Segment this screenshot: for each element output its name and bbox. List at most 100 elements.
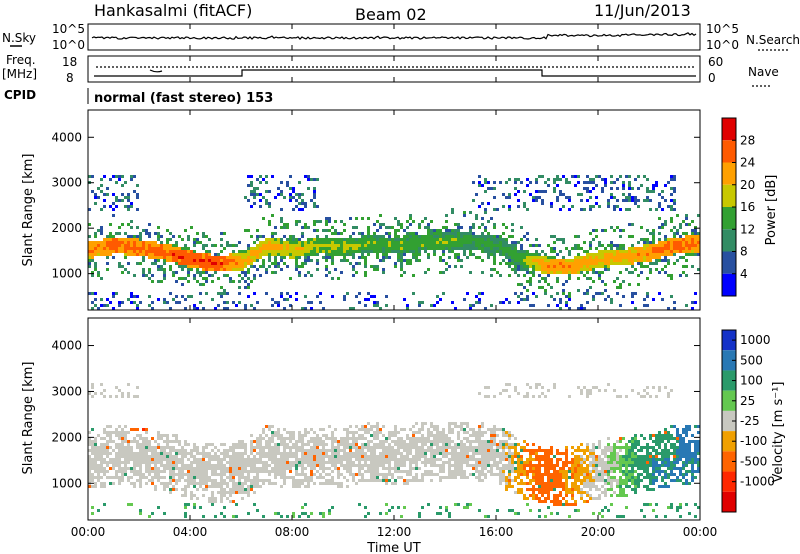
power-cell [448,241,451,244]
power-cell [430,241,433,244]
power-cell [343,247,346,250]
power-cell [511,241,514,244]
power-cell [661,250,664,253]
velocity-cell [205,446,208,449]
velocity-cell [274,476,277,479]
power-cell [433,229,436,232]
velocity-cell [382,467,385,470]
velocity-cell [478,434,481,437]
velocity-cell [295,443,298,446]
velocity-cell [502,464,505,467]
velocity-cell [274,458,277,461]
power-cell [553,187,556,190]
power-cell [265,244,268,247]
power-cell [505,262,508,265]
velocity-cell [424,470,427,473]
power-cell [220,238,223,241]
power-cell [394,244,397,247]
power-cell [523,268,526,271]
velocity-cell [517,482,520,485]
velocity-cell [319,458,322,461]
power-cell [286,223,289,226]
velocity-cell [211,500,214,503]
velocity-cell [337,452,340,455]
power-cell [307,259,310,262]
velocity-cell [433,452,436,455]
power-cell [355,271,358,274]
power-cell [163,262,166,265]
power-cell [232,259,235,262]
velocity-cell [121,479,124,482]
power-cell [175,247,178,250]
velocity-cell [157,470,160,473]
velocity-cell [331,476,334,479]
velocity-cell [490,437,493,440]
power-cell [679,226,682,229]
power-cell [529,265,532,268]
power-cell [595,259,598,262]
velocity-cell [136,461,139,464]
velocity-cell [520,458,523,461]
velocity-cell [136,458,139,461]
power-cell [112,175,115,178]
velocity-cell [154,467,157,470]
velocity-cell [115,473,118,476]
velocity-cell [340,458,343,461]
power-cell [289,250,292,253]
velocity-cell [274,461,277,464]
velocity-cell [481,443,484,446]
velocity-cell [418,512,421,515]
velocity-cell [268,452,271,455]
velocity-cell [301,455,304,458]
velocity-cell [331,446,334,449]
power-cell [223,247,226,250]
power-cell [133,250,136,253]
power-cell [409,247,412,250]
velocity-cell [310,455,313,458]
velocity-cell [529,509,532,512]
velocity-cell [487,395,490,398]
velocity-cell [556,476,559,479]
power-cell [550,268,553,271]
power-cell [454,223,457,226]
power-cell [670,241,673,244]
power-cell [301,226,304,229]
velocity-cell [301,473,304,476]
power-cell [151,247,154,250]
velocity-cell [88,479,91,482]
velocity-cell [229,473,232,476]
power-cell [349,247,352,250]
velocity-cell [553,476,556,479]
power-ytick-label: 1000 [51,267,82,281]
power-cell [337,244,340,247]
velocity-cell [547,482,550,485]
velocity-cell [541,491,544,494]
velocity-cell [412,434,415,437]
velocity-cell [280,515,283,518]
velocity-cell [172,470,175,473]
velocity-cell [322,428,325,431]
power-cell [334,244,337,247]
power-cell [649,268,652,271]
velocity-cell [166,440,169,443]
power-cell [190,253,193,256]
velocity-cell [226,485,229,488]
power-cell [658,250,661,253]
velocity-cell [316,461,319,464]
velocity-cell [166,461,169,464]
power-cell [673,307,676,310]
power-cell [658,226,661,229]
power-cell [364,262,367,265]
power-cell [211,280,214,283]
power-cell [121,175,124,178]
power-cell [451,247,454,250]
velocity-cell [460,467,463,470]
power-cell [217,259,220,262]
power-cell [139,241,142,244]
velocity-cell [274,512,277,515]
power-cell [133,301,136,304]
power-cell [571,265,574,268]
power-cell [400,262,403,265]
velocity-cell [283,470,286,473]
velocity-cell [271,425,274,428]
